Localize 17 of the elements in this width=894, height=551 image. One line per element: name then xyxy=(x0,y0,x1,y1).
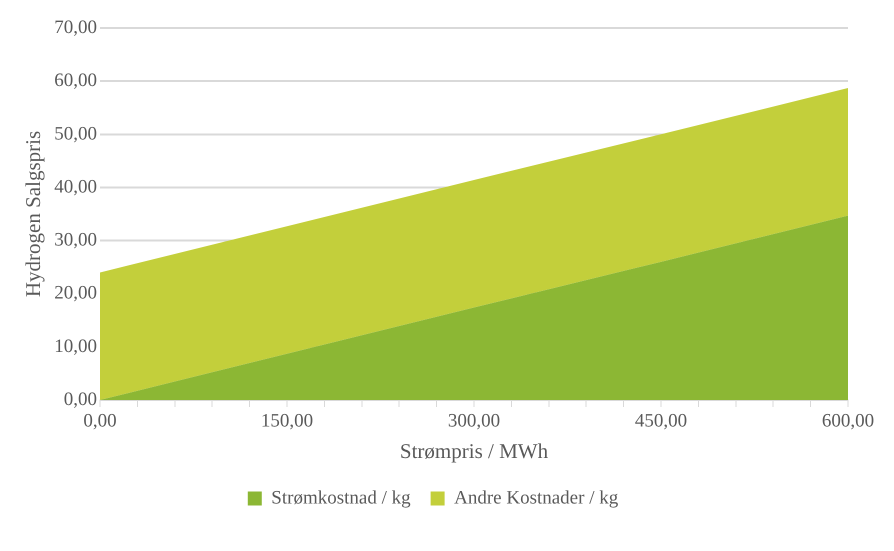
y-tick-label: 0,00 xyxy=(64,388,97,410)
y-tick-label: 20,00 xyxy=(54,282,97,304)
legend-label: Strømkostnad / kg xyxy=(271,487,412,508)
y-tick-label: 10,00 xyxy=(54,336,97,357)
legend-label: Andre Kostnader / kg xyxy=(454,487,619,508)
x-tick-label: 150,00 xyxy=(260,410,314,432)
y-tick-label: 30,00 xyxy=(54,230,97,251)
x-tick-label: 300,00 xyxy=(448,410,500,432)
x-tick-label: 450,00 xyxy=(634,410,688,432)
x-tick-label: 600,00 xyxy=(822,410,874,432)
y-tick-label: 70,00 xyxy=(54,16,97,38)
y-tick-label: 50,00 xyxy=(54,123,97,144)
y-axis-title: Hydrogen Salgspris xyxy=(21,130,46,298)
x-tick-label: 0,00 xyxy=(83,410,117,432)
y-tick-label: 60,00 xyxy=(54,70,97,92)
y-tick-label: 40,00 xyxy=(54,176,97,198)
x-axis-title: Strømpris / MWh xyxy=(400,438,549,463)
